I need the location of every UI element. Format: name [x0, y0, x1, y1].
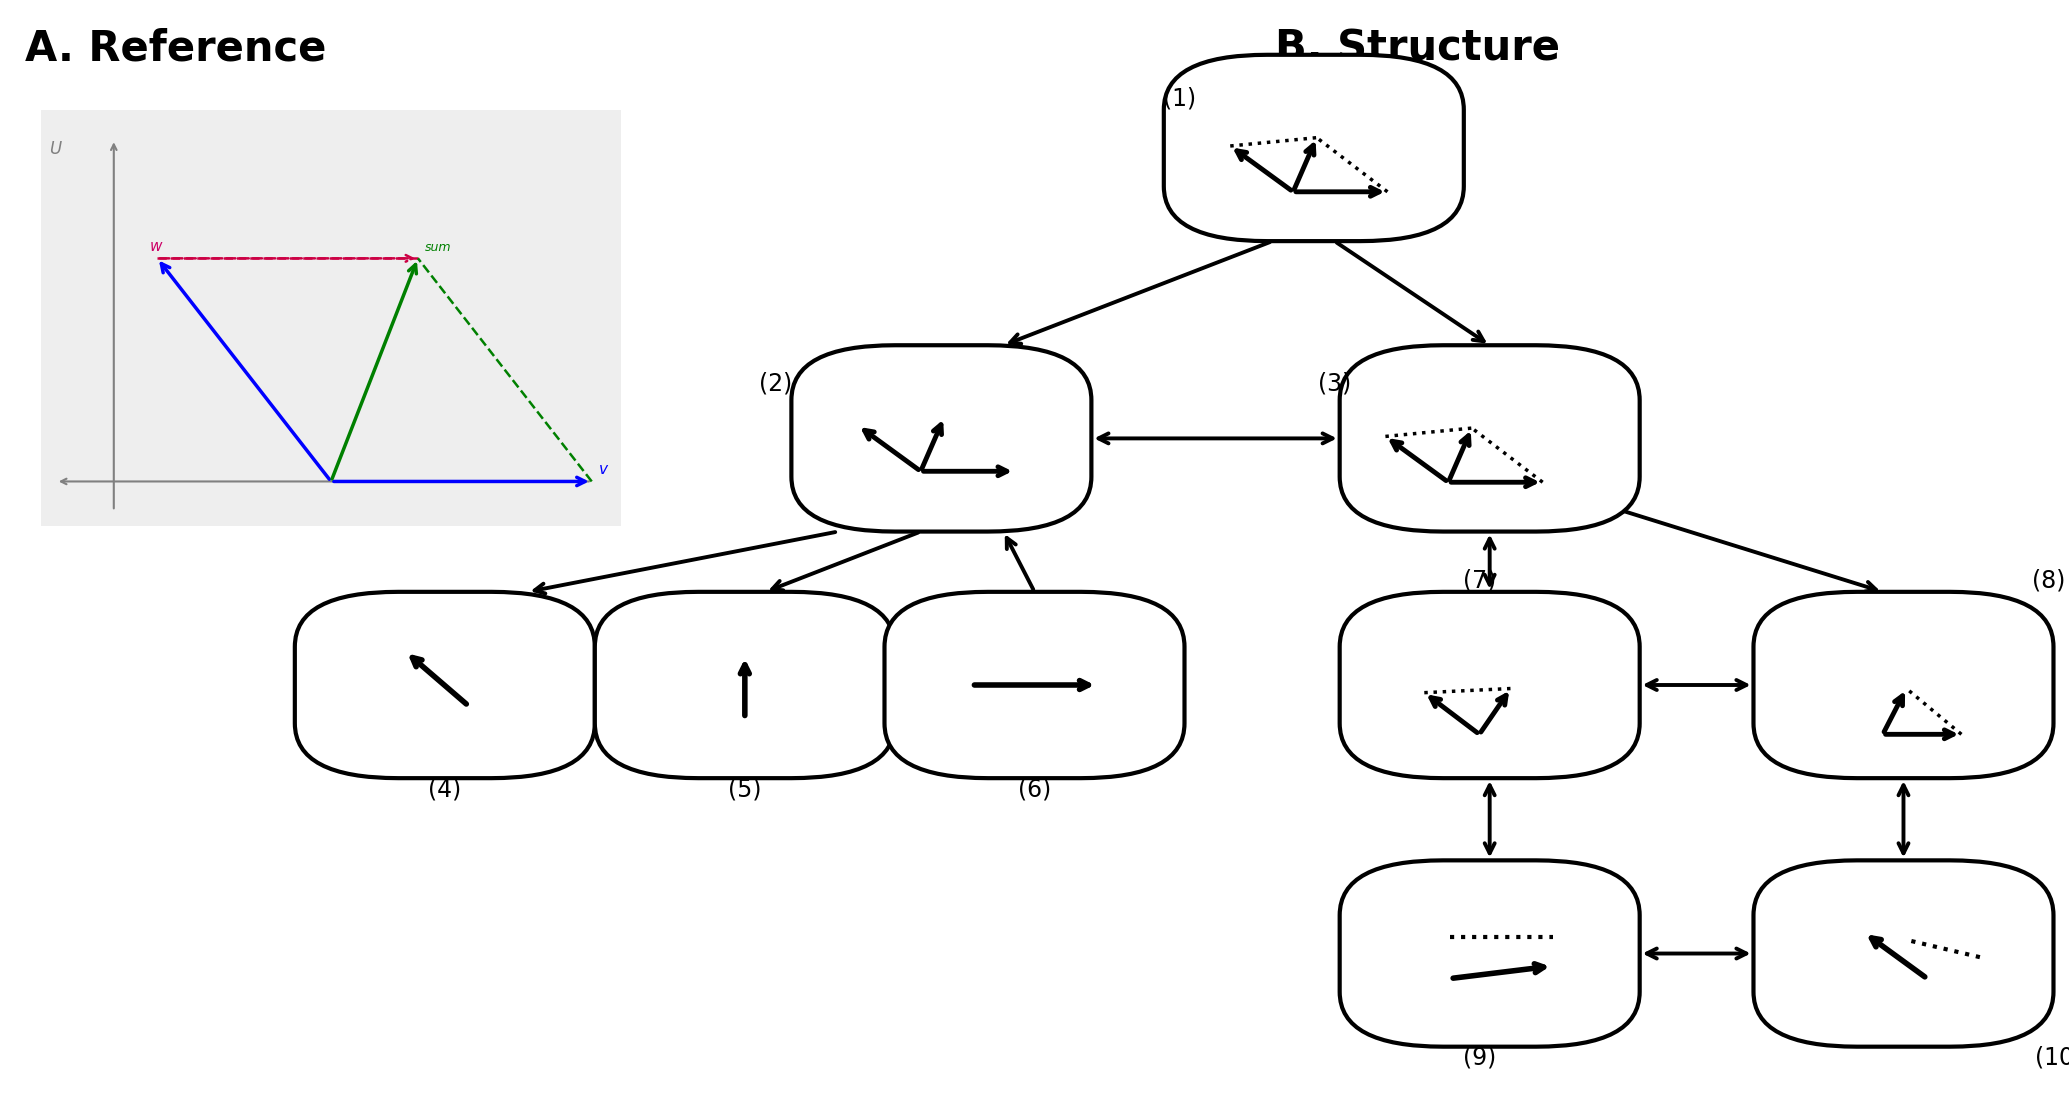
FancyBboxPatch shape — [1755, 592, 2052, 778]
Text: v: v — [600, 463, 608, 477]
Text: B. Structure: B. Structure — [1275, 27, 1560, 69]
FancyBboxPatch shape — [1755, 860, 2052, 1047]
FancyBboxPatch shape — [886, 592, 1183, 778]
Text: (5): (5) — [728, 777, 761, 801]
Text: (7): (7) — [1463, 569, 1496, 593]
Text: w: w — [151, 239, 163, 254]
Text: U: U — [50, 140, 60, 158]
Text: (3): (3) — [1318, 372, 1351, 396]
FancyBboxPatch shape — [1341, 345, 1639, 532]
Text: A. Reference: A. Reference — [25, 27, 327, 69]
FancyBboxPatch shape — [1341, 592, 1639, 778]
FancyBboxPatch shape — [790, 345, 1092, 532]
FancyBboxPatch shape — [296, 592, 596, 778]
FancyBboxPatch shape — [1163, 55, 1465, 241]
Text: (1): (1) — [1163, 87, 1196, 111]
FancyBboxPatch shape — [1341, 860, 1639, 1047]
Text: sum: sum — [426, 241, 451, 254]
Text: (2): (2) — [759, 372, 792, 396]
Text: (10): (10) — [2034, 1046, 2069, 1070]
Text: (8): (8) — [2032, 569, 2065, 593]
Text: (6): (6) — [1018, 777, 1051, 801]
FancyBboxPatch shape — [596, 592, 894, 778]
Text: (4): (4) — [428, 777, 461, 801]
Text: (9): (9) — [1463, 1046, 1496, 1070]
